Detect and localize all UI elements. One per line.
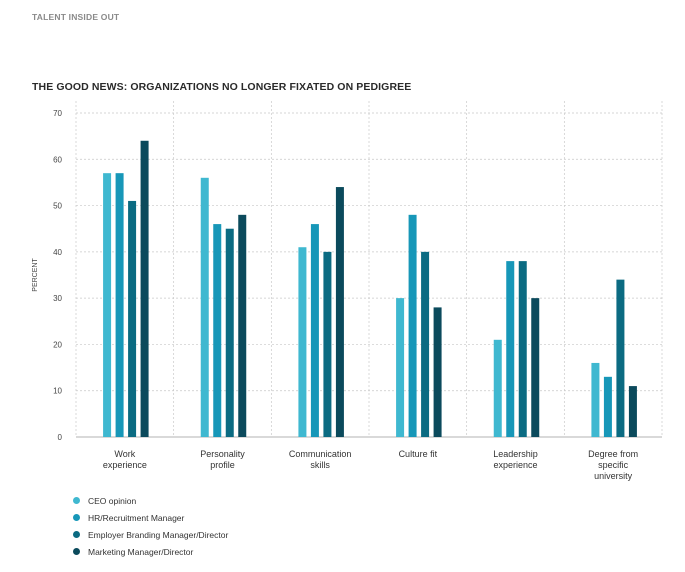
bar (506, 261, 515, 437)
y-tick-label: 60 (53, 155, 62, 164)
bar (493, 339, 502, 437)
x-tick-label: Culture fit (399, 449, 438, 459)
x-tick-label: Communication (289, 449, 352, 459)
legend-swatch (73, 514, 80, 521)
bar (225, 228, 234, 437)
bar (433, 307, 442, 437)
bar (531, 298, 540, 437)
x-tick-label: university (594, 471, 633, 481)
x-tick-label: Degree from (588, 449, 638, 459)
bar (128, 200, 137, 437)
legend-label: CEO opinion (88, 495, 137, 506)
y-tick-label: 0 (58, 433, 63, 442)
bar (103, 173, 112, 437)
bar (603, 376, 612, 437)
y-tick-label: 40 (53, 248, 62, 257)
bar (323, 251, 332, 437)
bar (310, 224, 319, 437)
x-tick-label: Work (114, 449, 135, 459)
bar (298, 247, 307, 437)
bar (200, 177, 209, 438)
bar (238, 214, 247, 437)
bar (591, 362, 600, 437)
bar (335, 187, 344, 437)
legend-item: HR/Recruitment Manager (73, 509, 228, 526)
bar (115, 173, 124, 437)
legend-label: Employer Branding Manager/Director (88, 529, 229, 540)
legend-label: HR/Recruitment Manager (88, 512, 185, 523)
bar (408, 214, 417, 437)
y-tick-label: 50 (53, 202, 62, 211)
bar (421, 251, 430, 437)
bar (628, 386, 637, 437)
bar (213, 224, 222, 437)
y-tick-label: 30 (53, 294, 62, 303)
legend-item: CEO opinion (73, 492, 228, 509)
legend: CEO opinion HR/Recruitment Manager Employe… (73, 492, 228, 560)
legend-swatch (73, 548, 80, 555)
x-tick-label: experience (493, 460, 537, 470)
bar (396, 298, 405, 437)
x-tick-label: experience (103, 460, 147, 470)
legend-label: Marketing Manager/Director (88, 546, 194, 557)
y-tick-label: 20 (53, 340, 62, 349)
x-tick-label: skills (310, 460, 330, 470)
x-tick-label: Personality (200, 449, 245, 459)
x-tick-label: Leadership (493, 449, 538, 459)
y-tick-label: 70 (53, 109, 62, 118)
bar (140, 140, 149, 437)
page-header: TALENT INSIDE OUT (32, 12, 120, 22)
y-axis-label: PERCENT (32, 258, 39, 292)
bar (616, 279, 625, 437)
legend-item: Employer Branding Manager/Director (73, 526, 228, 543)
bar (518, 261, 527, 437)
x-tick-label: specific (598, 460, 629, 470)
legend-swatch (73, 531, 80, 538)
legend-item: Marketing Manager/Director (73, 543, 228, 560)
legend-swatch (73, 497, 80, 504)
y-tick-label: 10 (53, 387, 62, 396)
x-tick-label: profile (210, 460, 235, 470)
chart-title: THE GOOD NEWS: ORGANIZATIONS NO LONGER F… (32, 81, 412, 93)
